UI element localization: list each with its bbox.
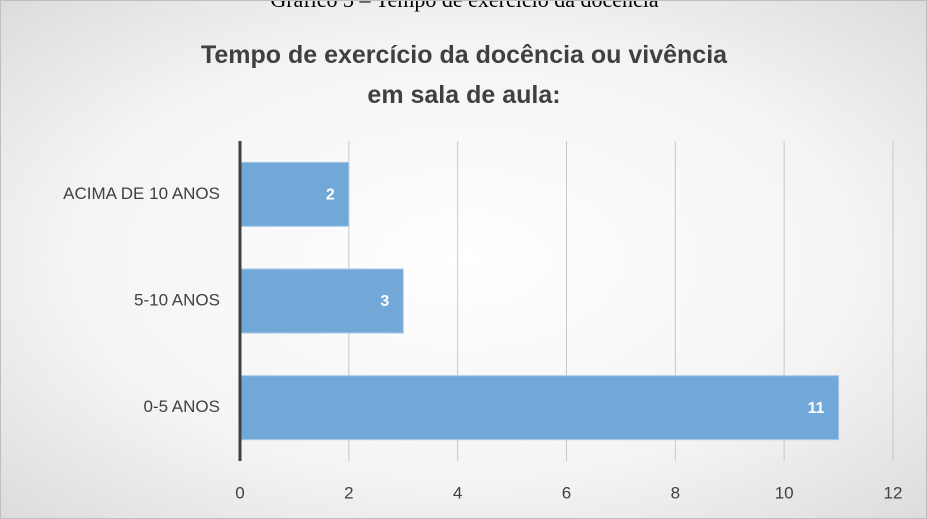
x-tick-label: 4 — [453, 483, 462, 502]
x-tick-label: 6 — [562, 483, 571, 502]
data-label: 11 — [808, 400, 825, 417]
x-tick-label: 0 — [235, 483, 244, 502]
y-tick-label: ACIMA DE 10 ANOS — [63, 184, 220, 203]
chart-title: Tempo de exercício da docência ou vivênc… — [200, 41, 728, 109]
x-tick-label: 12 — [884, 483, 903, 502]
x-tick-label: 8 — [671, 483, 680, 502]
caption: Gráfico 3 – Tempo de exercício da docênc… — [1, 1, 926, 13]
y-tick-label: 0-5 ANOS — [143, 397, 220, 416]
bar — [239, 375, 840, 441]
y-tick-label: 5-10 ANOS — [134, 290, 220, 309]
x-tick-label: 10 — [775, 483, 794, 502]
data-label: 3 — [380, 293, 389, 310]
data-label: 2 — [326, 187, 335, 204]
bar — [239, 161, 350, 227]
x-tick-label: 2 — [344, 483, 353, 502]
bar — [239, 268, 404, 334]
